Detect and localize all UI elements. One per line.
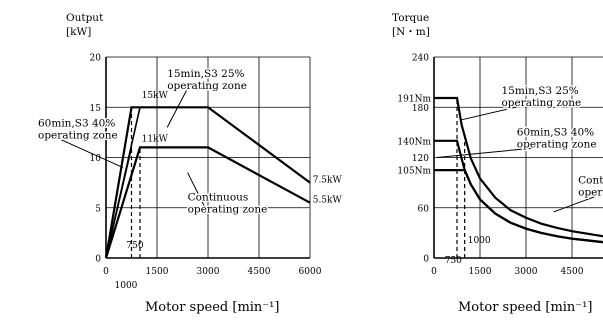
annotation-text: operating zone [188,204,268,216]
torque-chart: Torque [N・m] 0 1500 3000 4500 0 60 120 180 240 19… [392,12,603,315]
x-tick-label: 4500 [248,267,271,277]
value-label: 7.5kW [313,176,343,186]
x-tick-label: 1500 [469,267,492,277]
torque-xlabel: Motor speed [min⁻¹] [458,300,592,315]
series-line [434,169,603,244]
y-tick-label: 0 [423,255,429,265]
y-tick-label: 0 [95,255,101,265]
y-tick-label: 20 [90,54,102,64]
y-tick-label: 5 [95,204,101,214]
annotation-text: 15min,S3 25% [167,68,244,80]
x-tick-label: 0 [103,267,109,277]
x-tick-label: 6000 [299,267,322,277]
series-line [104,106,311,259]
annotation-text: operating zone [517,139,597,151]
value-label: 15kW [142,91,169,101]
series-line [105,107,141,259]
y-tick-label: 240 [412,54,429,64]
torque-series [434,96,603,244]
y-tick-label: 60 [418,204,430,214]
y-tick-label: 15 [90,104,102,114]
annotation-pointer [461,105,522,121]
annotation-text: operating zone [38,129,118,141]
series-line [434,96,603,238]
output-chart: Output [kW] 0 1500 3000 4500 6000 0 5 10 15 20 15… [37,12,343,315]
annotation-text: 60min,S3 40% [517,127,594,139]
annotation-text: Continuous [188,192,249,204]
annotation-text: operating zone [167,80,247,92]
value-label: 11kW [142,134,169,144]
value-label: 750 [445,256,462,266]
x-tick-label: 4500 [561,267,584,277]
x-tick-label: 1500 [146,267,169,277]
series-line [104,146,311,259]
y-extra-tick-label: 191Nm [397,95,431,105]
torque-dashed-lines [456,98,466,258]
value-label: 1000 [468,236,491,246]
output-value-labels: 15kW 11kW 7.5kW 5.5kW 750 1000 [115,91,343,291]
x-tick-label: 3000 [515,267,538,277]
y-extra-tick-label: 140Nm [397,137,431,147]
annotation-pointer [166,88,188,128]
annotation-pointer [437,147,537,158]
y-extra-tick-label: 105Nm [397,167,431,177]
annotation-text: operating zone [501,97,581,109]
value-label: 750 [126,241,143,251]
torque-tick-labels: 0 1500 3000 4500 0 60 120 180 240 191Nm 140Nm 105Nm [397,54,583,278]
torque-yunit: [N・m] [392,26,430,38]
annotation-text: operating zone [578,186,603,198]
torque-ylabel: Torque [392,12,429,24]
annotation-text: 60min,S3 40% [38,117,115,129]
x-tick-label: 3000 [197,267,220,277]
output-tick-labels: 0 1500 3000 4500 6000 0 5 10 15 20 [90,54,322,278]
output-yunit: [kW] [66,26,91,38]
annotation-pointer [187,172,209,213]
annotation-text: 15min,S3 25% [501,85,578,97]
output-xlabel: Motor speed [min⁻¹] [145,300,279,315]
output-dashed-lines [130,107,141,258]
output-series [104,106,311,259]
annotation-pointer [553,194,599,213]
x-tick-label: 0 [431,267,437,277]
y-tick-label: 180 [412,104,429,114]
annotation-pointer [57,137,124,169]
output-ylabel: Output [66,12,104,24]
value-label: 1000 [115,281,138,291]
y-tick-label: 10 [90,154,102,164]
annotation-text: Continuous [578,174,603,186]
value-label: 5.5kW [313,196,343,206]
torque-value-labels: 750 1000 [445,236,491,266]
y-tick-label: 120 [412,154,429,164]
